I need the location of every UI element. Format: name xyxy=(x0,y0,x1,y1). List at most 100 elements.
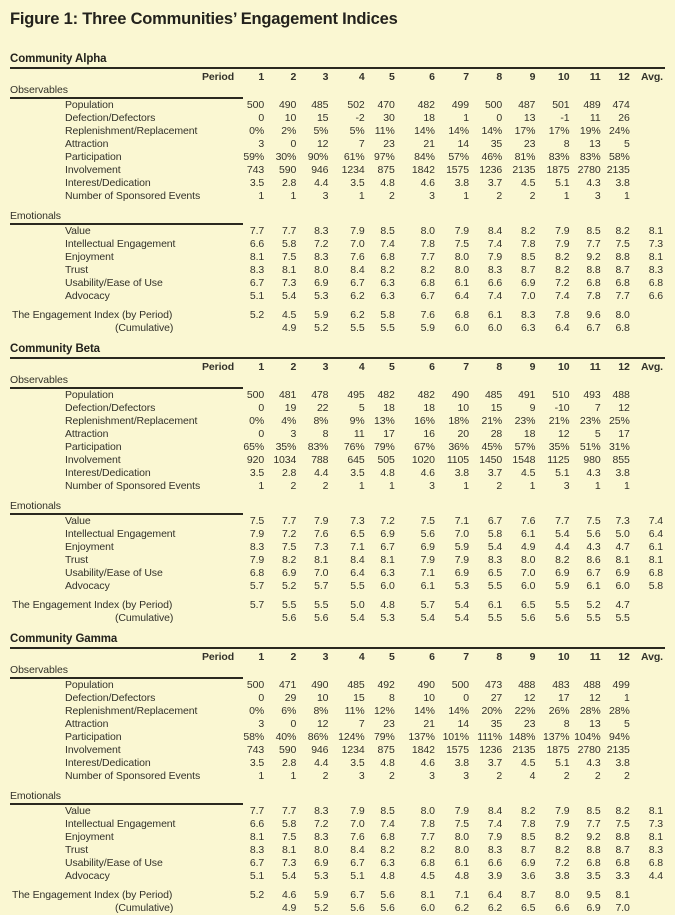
cell-value: 6.1 xyxy=(521,528,536,540)
cell-value: 2 xyxy=(594,770,601,782)
emotional-row: Intellectual Engagement 6.6 5.8 7.2 7.0 7.4 7.… xyxy=(10,238,663,251)
cell-avg xyxy=(630,889,663,902)
cell-value: 8 xyxy=(322,428,329,440)
emotional-row: Usability/Ease of Use 6.7 7.3 6.9 6.7 6.3 6.8 6… xyxy=(10,277,663,290)
cell-value: 137% xyxy=(543,731,570,743)
cell-value: 5.3 xyxy=(454,580,470,592)
cell-value: 8.5 xyxy=(380,805,395,817)
cell-avg: 6.4 xyxy=(648,528,663,540)
emotional-row: Value 7.7 7.7 8.3 7.9 8.5 8.0 7.9 8.4 8.2 7.9 8.5 8.… xyxy=(10,805,663,818)
emotional-row: Usability/Ease of Use 6.7 7.3 6.9 6.7 6.3 6.8 6… xyxy=(10,857,663,870)
cell-value: 7.8 xyxy=(555,309,570,321)
cell-value: 499 xyxy=(612,679,630,691)
community-title: Community Beta xyxy=(10,343,100,355)
cell-value: 4.6 xyxy=(281,889,297,901)
cell-value: 6.9 xyxy=(314,277,329,289)
cell-avg xyxy=(630,718,663,731)
cell-value: 6% xyxy=(281,705,297,717)
cell-avg xyxy=(630,151,663,164)
cell-value: 21% xyxy=(548,415,570,427)
cell-value: 7.9 xyxy=(555,225,570,237)
cell-value: 8.8 xyxy=(615,831,630,843)
cell-value: 5.2 xyxy=(281,580,297,592)
cell-value: 7.0 xyxy=(521,290,536,302)
cell-value: 84% xyxy=(414,151,435,163)
cell-avg xyxy=(630,705,663,718)
cell-value: 14% xyxy=(481,125,503,137)
cell-value: 6.0 xyxy=(454,322,470,334)
cell-avg: 6.8 xyxy=(648,277,663,289)
observable-row: Attraction 3 0 12 7 23 21 14 35 23 8 13 5 xyxy=(10,138,663,151)
cumulative-index-row: (Cumulative) 5.6 5.6 5.4 5.3 5.4 5.4 5.5 5.6 5.6 5… xyxy=(10,612,663,625)
emotionals-heading-cell: Emotionals xyxy=(10,500,663,515)
observable-row: Population 500 481 478 495 482 482 490 485 491 510… xyxy=(10,389,663,402)
emotional-row: Trust 8.3 8.1 8.0 8.4 8.2 8.2 8.0 8.3 8.7 8.2 8.8 8.… xyxy=(10,844,663,857)
cell-value: 3 xyxy=(594,190,601,202)
observables-heading-cell: Observables xyxy=(10,664,663,679)
spacer-cell xyxy=(10,493,663,500)
observable-row: Replenishment/Replacement 0% 4% 8% 9% 13% 16% 1… xyxy=(10,415,663,428)
cell-value: 7.0 xyxy=(454,528,470,540)
cell-value: 3.5 xyxy=(249,757,265,769)
cell-value: 5.8 xyxy=(281,818,297,830)
cell-value: 6.9 xyxy=(615,567,630,579)
cell-value: 488 xyxy=(612,389,630,401)
cell-value: 6.7 xyxy=(350,889,365,901)
cell-value: 3.8 xyxy=(615,467,630,479)
observables-heading: Observables xyxy=(10,84,663,99)
cell-value: 5.2 xyxy=(249,889,265,901)
cell-value: 478 xyxy=(311,389,329,401)
cell-value: 28% xyxy=(609,705,630,717)
cell-value: 6.2 xyxy=(350,290,365,302)
cell-value: 1 xyxy=(290,190,297,202)
cell-value: 6.9 xyxy=(521,857,536,869)
cell-value: 1 xyxy=(258,480,265,492)
cell-value: 485 xyxy=(311,99,329,111)
cell-value: 5.1 xyxy=(555,177,570,189)
cell-value: 8.0 xyxy=(555,889,570,901)
cell-value: 6.9 xyxy=(454,567,470,579)
cell-value: 46% xyxy=(481,151,503,163)
cell-value: 2 xyxy=(388,770,395,782)
emotional-row: Enjoyment 8.1 7.5 8.3 7.6 6.8 7.7 8.0 7.9 8.5 8.2 9… xyxy=(10,251,663,264)
cell-value: 8.0 xyxy=(314,844,329,856)
cell-value: 5 xyxy=(594,428,601,440)
cell-avg: 8.3 xyxy=(648,264,663,276)
cell-value: 7.7 xyxy=(249,225,265,237)
row-label: Value xyxy=(65,225,91,237)
row-label: Enjoyment xyxy=(65,541,114,553)
cell-value: 8.2 xyxy=(380,264,395,276)
emotionals-heading-cell: Emotionals xyxy=(10,790,663,805)
cell-value: 5.5 xyxy=(281,599,297,611)
period-column-header: 1 xyxy=(258,651,265,663)
cell-value: 7.3 xyxy=(281,857,297,869)
cell-value: 488 xyxy=(583,679,601,691)
cell-value: 5.6 xyxy=(314,612,329,624)
spacer-row xyxy=(10,783,663,790)
period-column-header: 4 xyxy=(358,71,365,83)
spacer-row xyxy=(10,493,663,500)
cell-value: 4.7 xyxy=(615,541,630,553)
cell-value: 7.4 xyxy=(555,290,570,302)
cell-value: 7.8 xyxy=(586,290,601,302)
cell-value: 7.5 xyxy=(420,515,435,527)
cell-value: 0% xyxy=(249,415,265,427)
cell-value: 4.4 xyxy=(314,757,329,769)
cell-value: -10 xyxy=(554,402,570,414)
cell-value: 5.2 xyxy=(249,309,265,321)
cell-value: 6.5 xyxy=(487,567,503,579)
cell-value: 8.1 xyxy=(314,554,329,566)
cell-value: 590 xyxy=(279,164,297,176)
cell-value: 7.7 xyxy=(420,831,435,843)
cell-avg: 8.1 xyxy=(648,225,663,237)
observable-row: Participation 58% 40% 86% 124% 79% 137% 101% 111… xyxy=(10,731,663,744)
cell-value: 6.7 xyxy=(380,541,395,553)
cell-value: 12% xyxy=(373,705,395,717)
cell-value: 8.1 xyxy=(615,889,630,901)
cell-value: 17 xyxy=(383,428,395,440)
cell-value: 8.5 xyxy=(586,805,601,817)
cell-value: 4.9 xyxy=(281,322,297,334)
cell-value: 67% xyxy=(414,441,435,453)
cell-value: 3.7 xyxy=(487,177,503,189)
observable-row: Involvement 920 1034 788 645 505 1020 1105 1450 1… xyxy=(10,454,663,467)
